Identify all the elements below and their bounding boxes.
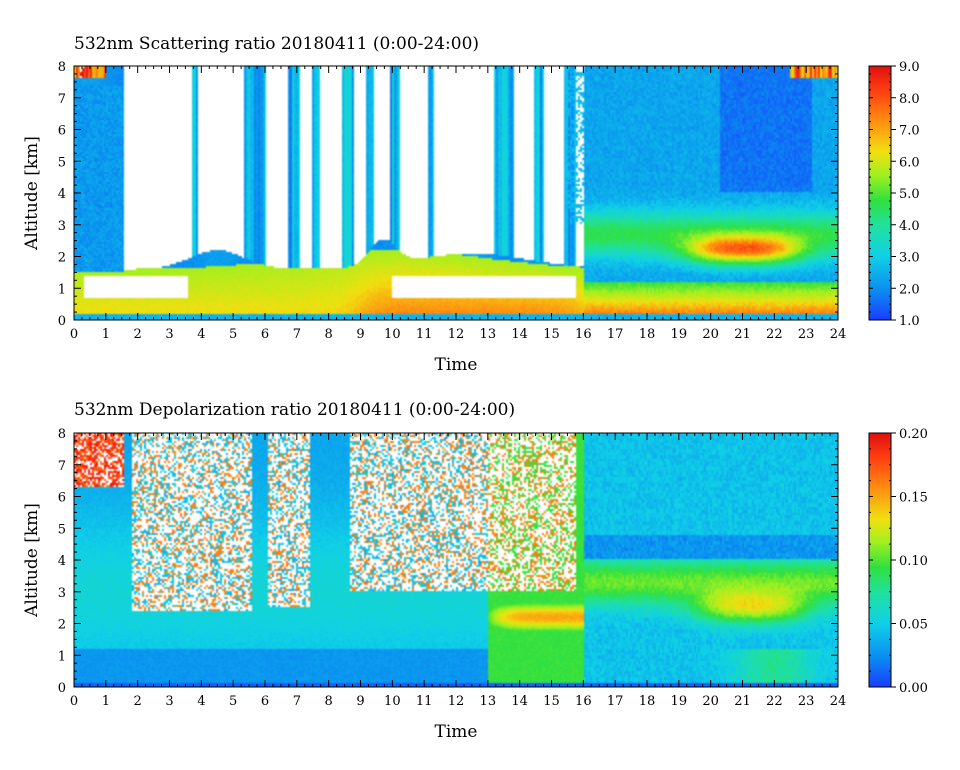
x-tick-label: 22 (766, 694, 783, 709)
chart-title: 532nm Scattering ratio 20180411 (0:00-24… (74, 34, 479, 54)
x-tick-label: 4 (197, 694, 205, 709)
x-tick-label: 11 (416, 694, 433, 709)
x-tick-label: 1 (102, 694, 110, 709)
x-tick-label: 17 (607, 694, 624, 709)
y-tick-label: 5 (58, 155, 66, 170)
x-tick-label: 24 (830, 694, 847, 709)
x-tick-label: 1 (102, 327, 110, 342)
y-axis: 0 1 2 3 4 5 6 7 8 (58, 60, 838, 329)
y-axis: 0 1 2 3 4 5 6 7 8 (58, 427, 838, 696)
x-tick-label: 19 (671, 694, 688, 709)
y-tick-label: 7 (58, 92, 66, 107)
x-tick-label: 22 (766, 327, 783, 342)
y-tick-label: 2 (58, 251, 66, 266)
y-tick-label: 3 (58, 586, 66, 601)
x-tick-label: 21 (734, 327, 751, 342)
depolarization-ratio-panel: 532nm Depolarization ratio 20180411 (0:0… (22, 400, 928, 742)
x-tick-label: 12 (448, 694, 465, 709)
x-tick-label: 2 (134, 694, 142, 709)
colorbar-tick-label: 7.0 (899, 124, 920, 139)
x-tick-label: 16 (575, 327, 592, 342)
x-tick-label: 9 (356, 694, 364, 709)
y-tick-label: 3 (58, 219, 66, 234)
y-axis-label: Altitude [km] (22, 136, 42, 251)
colorbar-tick-label: 0.20 (899, 427, 928, 442)
colorbar-tick-label: 2.0 (899, 282, 920, 297)
x-tick-label: 0 (70, 327, 78, 342)
x-tick-label: 3 (165, 694, 173, 709)
x-tick-label: 2 (134, 327, 142, 342)
x-tick-label: 23 (798, 694, 815, 709)
x-tick-label: 5 (229, 694, 237, 709)
x-tick-label: 7 (293, 327, 301, 342)
y-tick-label: 8 (58, 427, 66, 442)
x-tick-label: 5 (229, 327, 237, 342)
x-tick-label: 18 (639, 327, 656, 342)
x-tick-label: 4 (197, 327, 205, 342)
colorbar-tick-label: 9.0 (899, 60, 920, 75)
y-tick-label: 0 (58, 681, 66, 696)
x-tick-label: 19 (671, 327, 688, 342)
colorbar-tick-label: 0.10 (899, 554, 928, 569)
x-tick-label: 23 (798, 327, 815, 342)
x-tick-label: 18 (639, 694, 656, 709)
x-tick-label: 11 (416, 327, 433, 342)
colorbar-tick-label: 0.15 (899, 491, 928, 506)
colorbar-tick-label: 5.0 (899, 187, 920, 202)
x-tick-label: 9 (356, 327, 364, 342)
y-tick-label: 5 (58, 522, 66, 537)
x-tick-label: 7 (293, 694, 301, 709)
y-tick-label: 7 (58, 459, 66, 474)
x-tick-label: 6 (261, 694, 269, 709)
y-tick-label: 4 (58, 187, 66, 202)
y-tick-label: 0 (58, 314, 66, 329)
x-tick-label: 17 (607, 327, 624, 342)
x-tick-label: 16 (575, 694, 592, 709)
colorbar-tick-label: 4.0 (899, 219, 920, 234)
y-axis-label: Altitude [km] (22, 503, 42, 618)
x-axis-label: Time (435, 355, 478, 375)
x-axis: 0 1 2 3 4 5 6 7 8 9 10 11 12 13 14 15 16 17 18 19 20 21 22 23 24 (70, 433, 846, 709)
x-tick-label: 8 (325, 327, 333, 342)
x-tick-label: 13 (480, 327, 497, 342)
x-tick-label: 14 (511, 694, 528, 709)
x-tick-label: 10 (384, 694, 401, 709)
scattering-ratio-heatmap (74, 66, 838, 320)
y-tick-label: 1 (58, 282, 66, 297)
y-tick-label: 6 (58, 491, 66, 506)
colorbar-tick-label: 1.0 (899, 314, 920, 329)
x-tick-label: 15 (543, 694, 560, 709)
x-tick-label: 24 (830, 327, 847, 342)
x-tick-label: 15 (543, 327, 560, 342)
y-tick-label: 8 (58, 60, 66, 75)
x-tick-label: 0 (70, 694, 78, 709)
depolarization-ratio-heatmap (74, 433, 838, 687)
colorbar-tick-label: 8.0 (899, 92, 920, 107)
colorbar-tick-label: 6.0 (899, 155, 920, 170)
colorbar-ticks: 0.00 0.05 0.10 0.15 0.20 (869, 427, 928, 696)
y-tick-label: 1 (58, 649, 66, 664)
x-tick-label: 3 (165, 327, 173, 342)
x-tick-label: 12 (448, 327, 465, 342)
colorbar-tick-label: 0.00 (899, 681, 928, 696)
x-tick-label: 13 (480, 694, 497, 709)
x-tick-label: 8 (325, 694, 333, 709)
x-axis-label: Time (435, 722, 478, 742)
chart-title: 532nm Depolarization ratio 20180411 (0:0… (74, 400, 515, 420)
y-tick-label: 2 (58, 618, 66, 633)
colorbar-tick-label: 3.0 (899, 251, 920, 266)
x-tick-label: 20 (702, 327, 719, 342)
colorbar-tick-label: 0.05 (899, 618, 928, 633)
scattering-ratio-panel: 532nm Scattering ratio 20180411 (0:00-24… (22, 34, 920, 375)
x-tick-label: 20 (702, 694, 719, 709)
colorbar-ticks: 1.0 2.0 3.0 4.0 5.0 6.0 7.0 8.0 9.0 (869, 60, 920, 329)
x-tick-label: 10 (384, 327, 401, 342)
x-tick-label: 21 (734, 694, 751, 709)
x-tick-label: 6 (261, 327, 269, 342)
x-tick-label: 14 (511, 327, 528, 342)
y-tick-label: 4 (58, 554, 66, 569)
x-axis: 0 1 2 3 4 5 6 7 8 9 10 11 12 13 14 15 16 17 18 19 20 21 22 23 24 (70, 66, 846, 342)
y-tick-label: 6 (58, 124, 66, 139)
